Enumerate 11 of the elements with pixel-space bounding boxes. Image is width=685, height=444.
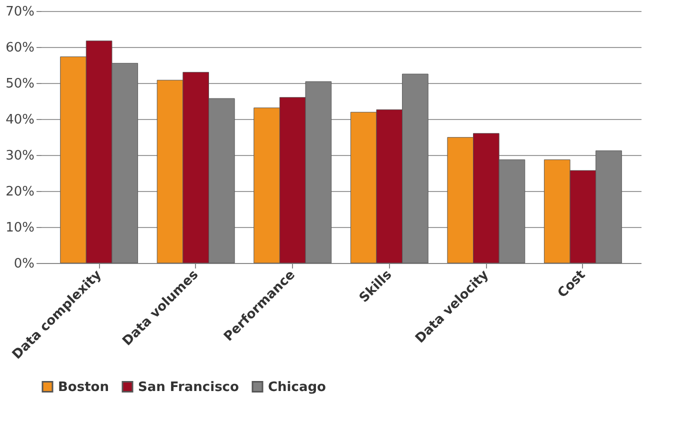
y-tick-label: 50% bbox=[6, 76, 34, 92]
legend-label: Boston bbox=[58, 380, 109, 395]
legend-label: Chicago bbox=[268, 380, 326, 395]
y-tick-label: 70% bbox=[6, 4, 34, 20]
y-tick-label: 20% bbox=[6, 184, 34, 200]
y-tick-label: 60% bbox=[6, 40, 34, 56]
y-tick-label: 40% bbox=[6, 112, 34, 128]
legend-label: San Francisco bbox=[138, 380, 240, 395]
y-tick-label: 0% bbox=[14, 256, 34, 272]
y-tick-label: 30% bbox=[6, 148, 34, 164]
y-tick-label: 10% bbox=[6, 220, 34, 236]
